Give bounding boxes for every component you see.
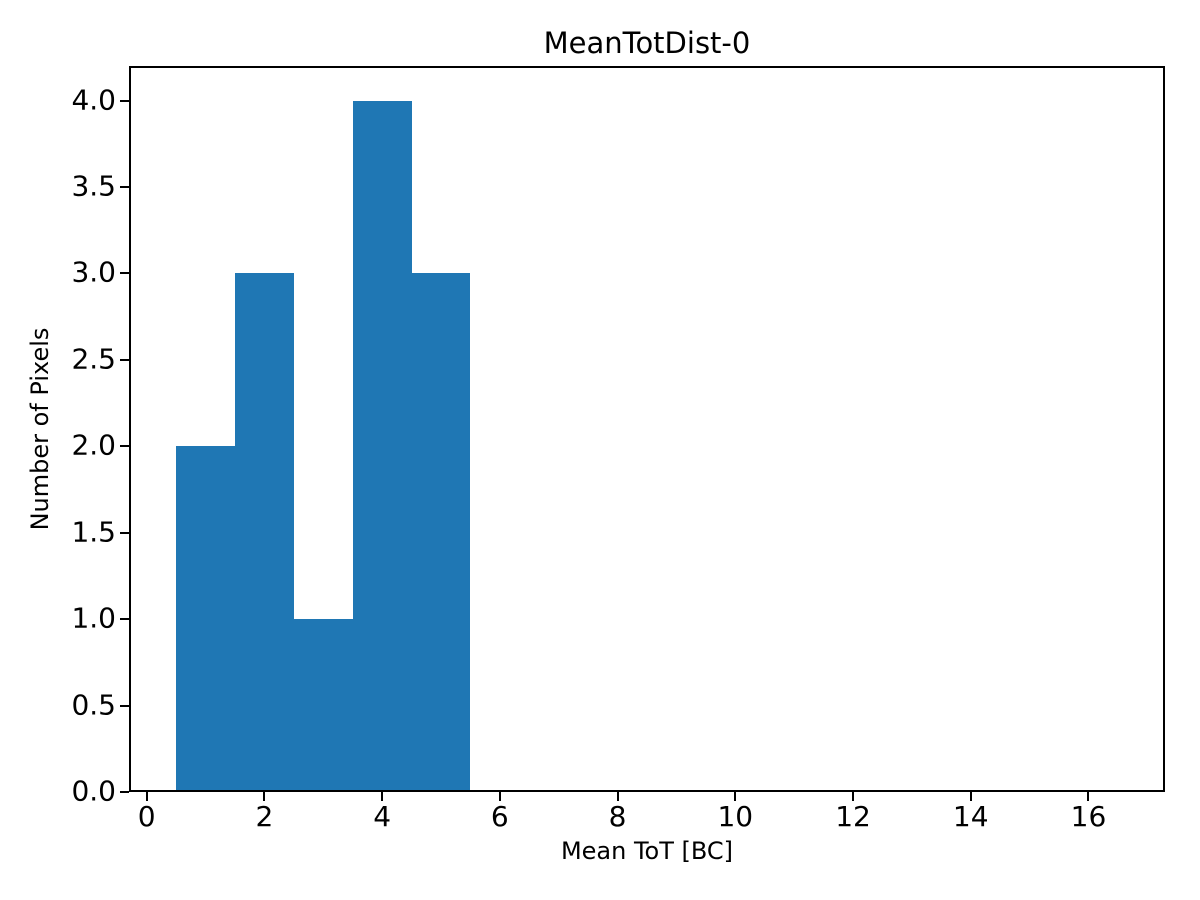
y-tick-label: 4.0	[71, 83, 116, 117]
y-tick-label: 1.0	[71, 601, 116, 635]
y-tick-label: 3.0	[71, 256, 116, 290]
x-tick-mark	[498, 792, 501, 801]
y-tick-label: 2.5	[71, 342, 116, 376]
y-tick-label: 3.5	[71, 169, 116, 203]
y-tick-mark	[120, 272, 129, 275]
y-tick-mark	[120, 531, 129, 534]
x-tick-mark	[145, 792, 148, 801]
x-tick-mark	[381, 792, 384, 801]
y-tick-mark	[120, 445, 129, 448]
x-tick-mark	[1087, 792, 1090, 801]
y-tick-mark	[120, 791, 129, 793]
y-tick-label: 1.5	[71, 515, 116, 549]
histogram-bar	[352, 100, 412, 792]
chart-title: MeanTotDist-0	[543, 26, 751, 60]
y-tick-label: 0.0	[71, 774, 116, 808]
histogram-bar	[176, 446, 235, 792]
x-axis-label: Mean ToT [BC]	[560, 837, 734, 865]
y-axis-label: Number of Pixels	[25, 327, 54, 531]
x-tick-label: 10	[717, 800, 754, 833]
x-tick-mark	[852, 792, 855, 801]
histogram-bar	[234, 273, 294, 792]
x-tick-label: 2	[255, 800, 274, 833]
y-tick-mark	[120, 99, 129, 102]
x-tick-label: 8	[608, 800, 627, 833]
x-tick-label: 0	[137, 800, 156, 833]
y-tick-mark	[120, 186, 129, 188]
x-tick-mark	[616, 792, 619, 801]
y-tick-mark	[120, 358, 129, 361]
y-tick-mark	[120, 618, 129, 621]
x-tick-mark	[263, 792, 266, 801]
x-tick-label: 16	[1070, 800, 1107, 833]
x-tick-label: 12	[835, 800, 871, 833]
y-tick-mark	[120, 704, 129, 707]
x-tick-label: 14	[952, 800, 989, 833]
x-tick-label: 4	[373, 800, 392, 833]
y-tick-label: 0.5	[71, 688, 116, 722]
histogram-bar	[411, 273, 471, 792]
y-tick-label: 2.0	[71, 428, 116, 462]
x-tick-mark	[969, 792, 972, 801]
x-tick-mark	[734, 792, 737, 801]
histogram-bar	[293, 619, 353, 792]
x-tick-label: 6	[490, 800, 509, 833]
plot-area: 0 2 4 6 8 10 12 14 16 0.0 0.5 1.0 1.5 2.0 2.5 3.0 3.5 4.0	[71, 66, 1165, 832]
